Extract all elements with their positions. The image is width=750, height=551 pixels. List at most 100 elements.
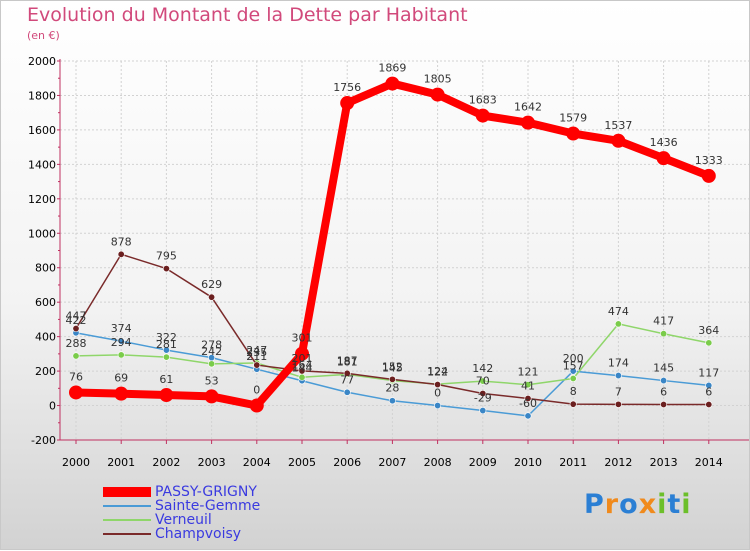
x-tick-label: 2009 [469,456,497,469]
y-tick-label: 1600 [28,124,56,137]
data-label: 61 [159,373,173,386]
data-point [701,168,716,183]
data-label: 117 [698,366,719,379]
data-point [475,108,490,123]
data-point [705,339,713,347]
data-point [614,372,622,380]
data-point [343,388,351,396]
y-tick-label: 200 [35,365,56,378]
x-tick-label: 2012 [604,456,632,469]
data-label: 41 [521,379,535,392]
y-tick-label: 600 [35,296,56,309]
data-point [660,401,668,409]
logo-letter: P [584,489,605,520]
data-point [705,381,713,389]
data-point [343,369,351,377]
data-point [249,398,264,413]
y-tick-label: 1400 [28,158,56,171]
data-point [614,400,622,408]
x-tick-label: 2013 [650,456,678,469]
data-label: 152 [382,360,403,373]
y-tick-label: 400 [35,331,56,344]
data-label: 0 [434,387,441,400]
y-tick-label: 800 [35,262,56,275]
data-point [117,351,125,359]
data-point [298,367,306,375]
data-label: 447 [66,310,87,323]
data-label: 288 [66,337,87,350]
data-point [72,325,80,333]
data-label: 878 [111,235,132,248]
data-point [705,401,713,409]
data-label: 144 [292,362,313,375]
data-point [569,400,577,408]
data-label: 6 [705,386,712,399]
y-tick-label: -200 [31,434,56,447]
data-point [656,151,671,166]
proxiti-logo: Proxiti [584,489,692,520]
data-point [69,385,83,400]
data-point [434,402,442,410]
data-label: 211 [246,350,267,363]
data-label: 374 [111,322,132,335]
data-label: 422 [66,314,87,327]
data-label: 242 [201,345,222,358]
legend-swatch [103,519,151,521]
data-label: 157 [563,359,584,372]
data-label: 278 [201,339,222,352]
data-point [388,375,396,383]
data-point [295,346,309,361]
legend-swatch [103,505,151,507]
data-point [521,115,535,130]
data-point [162,265,170,273]
data-label-layer: 422 374 322 278 211 144 77 28 0 -29 -60 200 174 145 11… [66,62,723,410]
data-point [208,360,216,368]
data-point [253,361,261,369]
data-point [114,386,129,401]
axis-layer: -200020040060080010001200140016001800200… [28,55,749,469]
data-point [434,381,442,389]
x-tick-label: 2006 [333,456,361,469]
data-label: 301 [292,332,313,345]
data-label: 145 [653,362,674,375]
x-tick-label: 2003 [198,456,226,469]
data-label: 322 [156,331,177,344]
data-point [340,96,355,111]
data-point [479,377,487,385]
data-label: 174 [608,357,629,370]
data-label: 201 [292,352,313,365]
data-label: 200 [563,352,584,365]
logo-letter: i [681,489,692,520]
data-point [385,76,400,91]
data-point [430,87,445,102]
legend-swatch [103,533,151,535]
data-label: 145 [382,362,403,375]
data-point [117,337,125,345]
data-point [660,330,668,338]
data-label: 1805 [424,73,452,86]
y-tick-label: 1000 [28,227,56,240]
data-label: 1537 [604,119,632,132]
data-label: 417 [653,315,674,328]
logo-letter: i [657,489,668,520]
data-label: 629 [201,278,222,291]
data-label: 1683 [469,94,497,107]
y-tick-label: 1200 [28,193,56,206]
data-label: 70 [476,374,490,387]
data-point [162,353,170,361]
x-tick-label: 2001 [107,456,135,469]
data-label: 1642 [514,101,542,114]
x-tick-label: 2002 [152,456,180,469]
data-point [566,126,581,141]
data-point [614,320,622,328]
data-point [208,293,216,301]
logo-letter: o [619,489,639,520]
data-label: 1756 [333,81,361,94]
data-label: -60 [519,397,537,410]
data-label: 187 [337,354,358,367]
data-label: 121 [518,366,539,379]
data-point [611,133,626,148]
data-label: 247 [246,344,267,357]
